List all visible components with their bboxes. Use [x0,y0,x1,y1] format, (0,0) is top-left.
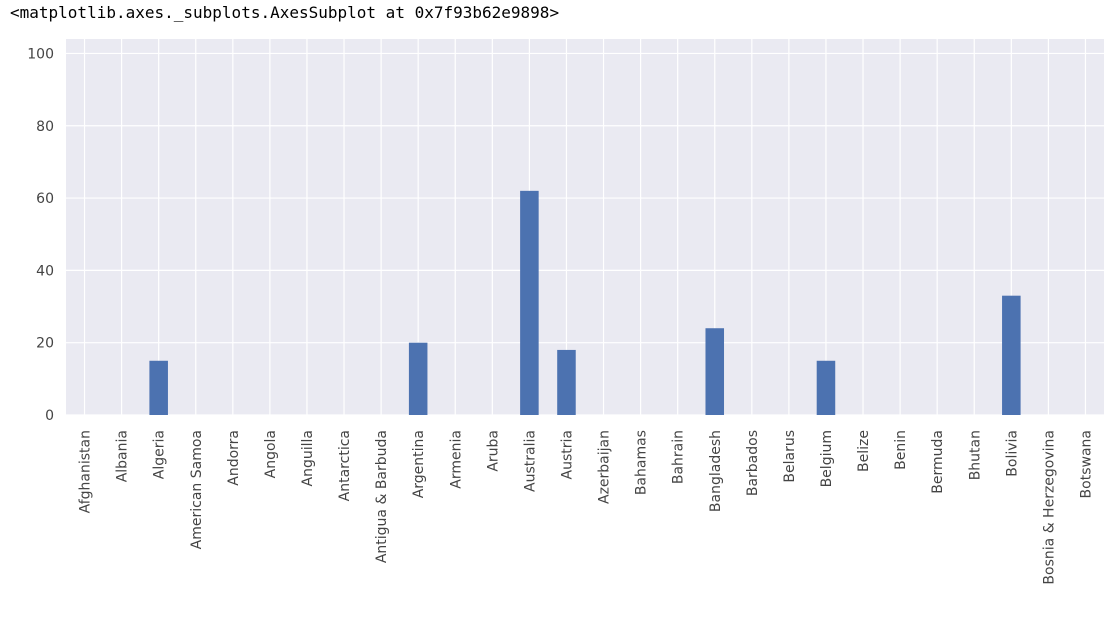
x-tick-label: Botswana [1078,430,1094,498]
x-tick-label: Austria [559,430,575,479]
x-tick-label: American Samoa [189,430,205,549]
bars [149,190,1021,415]
x-tick-labels: Afghanistan Albania Algeria American Samoa A… [78,430,1095,585]
x-tick-label: Australia [522,430,538,492]
bar-australia [520,190,539,415]
plot-background [66,39,1104,415]
y-tick-labels: 0 20 40 60 80 100 [27,46,54,424]
y-tick-label: 40 [36,263,54,279]
x-tick-label: Anguilla [300,430,316,486]
y-tick-label: 80 [36,119,54,135]
x-tick-label: Bangladesh [708,430,724,512]
x-tick-label: Bermuda [930,430,946,494]
x-tick-label: Azerbaijan [597,430,613,504]
x-tick-label: Antigua & Barbuda [374,430,390,563]
x-tick-label: Angola [263,430,279,478]
x-tick-label: Algeria [152,430,168,479]
x-tick-label: Andorra [226,430,242,486]
x-tick-label: Argentina [411,430,427,498]
x-tick-label: Bolivia [1004,430,1020,477]
bar-bangladesh [705,328,725,415]
x-tick-label: Antarctica [337,430,353,501]
x-tick-label: Armenia [448,430,464,489]
x-tick-label: Benin [893,430,909,470]
bar-bolivia [1002,295,1021,415]
y-tick-label: 0 [45,408,54,424]
x-tick-label: Bhutan [967,430,983,480]
bar-algeria [149,360,168,415]
grid-lines [66,39,1104,416]
x-tick-label: Belize [856,430,872,472]
x-tick-label: Belarus [782,430,798,483]
output-repr-text: <matplotlib.axes._subplots.AxesSubplot a… [10,3,560,22]
bar-belgium [816,360,836,415]
bar-argentina [408,342,428,415]
x-tick-label: Barbados [745,430,761,496]
bar-austria [557,349,576,415]
x-tick-label: Bosnia & Herzegovina [1041,430,1057,585]
y-tick-label: 20 [36,336,54,352]
x-tick-label: Belgium [819,430,835,487]
y-tick-label: 100 [27,46,54,62]
x-tick-label: Aruba [485,430,501,472]
x-tick-label: Albania [115,430,131,482]
x-tick-label: Bahamas [634,430,650,495]
x-tick-label: Bahrain [671,430,687,484]
x-tick-label: Afghanistan [78,430,94,513]
y-tick-label: 60 [36,191,54,207]
